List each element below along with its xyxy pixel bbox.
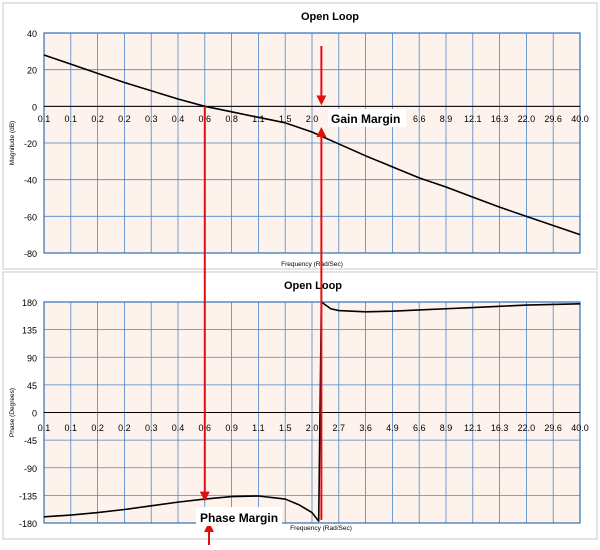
magnitude-chart: 40200-20-40-60-800.10.10.20.20.30.40.60.… (2, 2, 598, 270)
phase-margin-label: Phase Margin (200, 511, 278, 525)
x-tick-label: 1.1 (252, 423, 265, 433)
y-tick-label: 45 (27, 381, 37, 391)
x-tick-label: 1.5 (279, 114, 292, 124)
x-tick-label: 0.2 (118, 423, 131, 433)
x-tick-label: 1.1 (252, 114, 265, 124)
x-axis-label: Frequency (Rad/Sec) (281, 261, 343, 268)
x-tick-label: 40.0 (571, 423, 589, 433)
x-tick-label: 16.3 (491, 423, 509, 433)
x-tick-label: 1.5 (279, 423, 292, 433)
plot-border (43, 32, 581, 254)
x-tick-label: 0.2 (91, 423, 104, 433)
y-tick-label: -45 (24, 436, 37, 446)
x-tick-label: 0.3 (145, 114, 158, 124)
x-tick-label: 29.6 (544, 423, 562, 433)
y-tick-label: 90 (27, 353, 37, 363)
x-tick-label: 4.9 (386, 423, 399, 433)
x-tick-label: 0.4 (172, 114, 185, 124)
x-tick-label: 22.0 (518, 423, 536, 433)
series-line (43, 54, 581, 236)
y-tick-label: -80 (24, 249, 37, 259)
x-tick-label: 0.3 (145, 423, 158, 433)
x-tick-label: 0.1 (65, 423, 78, 433)
x-tick-label: 3.6 (359, 423, 372, 433)
x-tick-label: 29.6 (544, 114, 562, 124)
chart-title: Open Loop (301, 11, 359, 23)
gain-margin-label: Gain Margin (331, 112, 400, 126)
gain-margin-label-bg (328, 109, 406, 127)
x-tick-label: 0.1 (65, 114, 78, 124)
y-tick-label: -40 (24, 176, 37, 186)
x-tick-label: 0.1 (38, 423, 51, 433)
x-tick-label: 2.0 (306, 423, 319, 433)
y-tick-label: 180 (22, 298, 37, 308)
y-tick-label: -20 (24, 139, 37, 149)
x-tick-label: 8.9 (440, 423, 453, 433)
x-tick-label: 0.2 (118, 114, 131, 124)
x-tick-label: 0.2 (91, 114, 104, 124)
y-tick-label: 20 (27, 66, 37, 76)
y-axis-label: Phase (Degrees) (9, 388, 16, 437)
x-tick-label: 12.1 (464, 114, 482, 124)
x-tick-label: 0.1 (38, 114, 51, 124)
x-tick-label: 6.6 (413, 423, 426, 433)
x-tick-label: 6.6 (413, 114, 426, 124)
phase-chart: 180 135 90 45 0 -45 -90 -135 -180 0.1 0.1 0.2 0.2 0.3… (2, 271, 598, 540)
x-tick-label: 2.0 (306, 114, 319, 124)
x-axis-label: Frequency (Rad/Sec) (290, 525, 352, 532)
x-tick-label: 2.7 (333, 423, 346, 433)
x-tick-label: 0.8 (225, 114, 238, 124)
y-tick-label: -90 (24, 464, 37, 474)
y-tick-label: 135 (22, 326, 37, 336)
x-tick-label: 8.9 (440, 114, 453, 124)
x-tick-label: 16.3 (491, 114, 509, 124)
y-tick-label: 40 (27, 29, 37, 39)
chart-title: Open Loop (284, 280, 342, 292)
y-axis-label: Magnitude (dB) (9, 121, 16, 165)
x-tick-label: 12.1 (464, 423, 482, 433)
y-tick-label: -180 (19, 519, 37, 529)
x-tick-label: 0.4 (172, 423, 185, 433)
x-tick-label: 22.0 (518, 114, 536, 124)
phase-margin-label-bg (196, 507, 282, 526)
y-tick-label: -60 (24, 212, 37, 222)
y-tick-label: 0 (32, 409, 37, 419)
y-tick-label: -135 (19, 491, 37, 501)
x-tick-label: 0.9 (225, 423, 238, 433)
x-tick-label: 40.0 (571, 114, 589, 124)
y-tick-label: 0 (32, 102, 37, 112)
series-line (43, 301, 581, 522)
